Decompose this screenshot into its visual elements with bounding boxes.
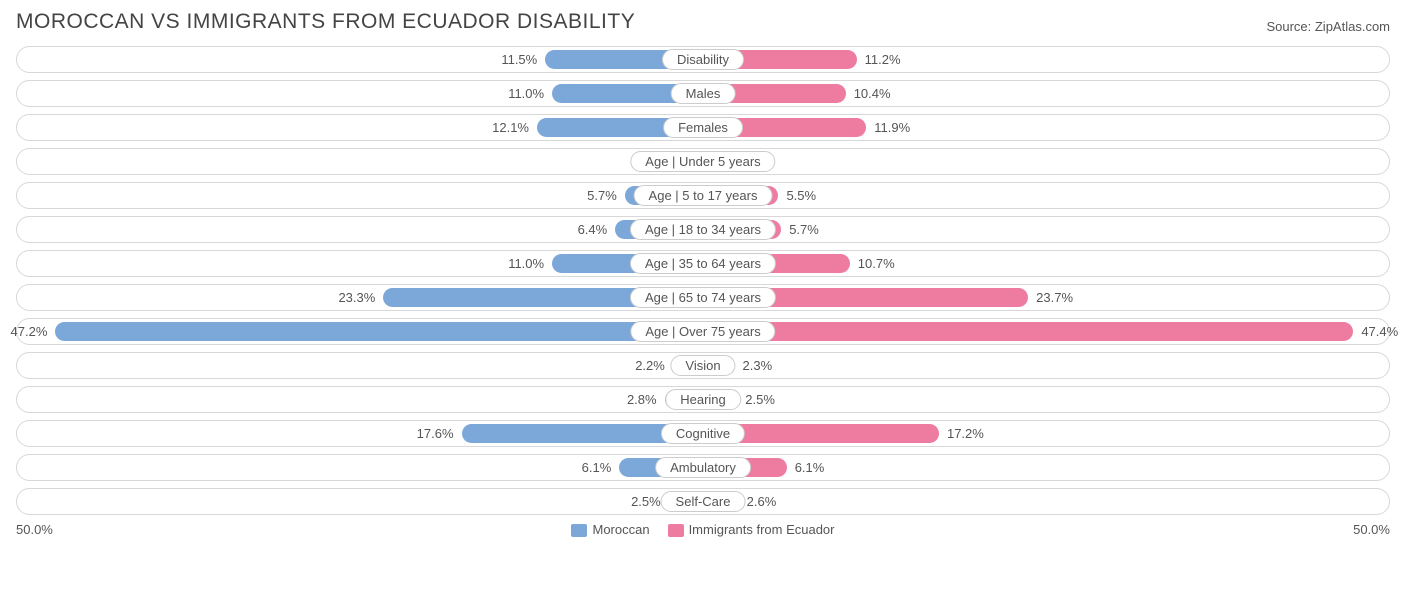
value-right: 11.2% (865, 47, 901, 72)
legend: Moroccan Immigrants from Ecuador (571, 522, 834, 537)
category-label: Age | 35 to 64 years (630, 253, 776, 274)
chart-row: 2.5% 2.6%Self-Care (16, 488, 1390, 515)
value-right: 5.5% (786, 183, 816, 208)
category-label: Age | 65 to 74 years (630, 287, 776, 308)
value-left: 11.5% (501, 47, 537, 72)
category-label: Hearing (665, 389, 741, 410)
value-left: 6.4% (578, 217, 608, 242)
bar-left (55, 322, 703, 341)
chart-row: 23.3% 23.7% Age | 65 to 74 years (16, 284, 1390, 311)
category-label: Females (663, 117, 743, 138)
category-label: Age | 18 to 34 years (630, 219, 776, 240)
category-label: Disability (662, 49, 744, 70)
value-right: 5.7% (789, 217, 819, 242)
value-right: 10.4% (854, 81, 891, 106)
legend-label-right: Immigrants from Ecuador (689, 522, 835, 537)
value-left: 2.8% (627, 387, 657, 412)
axis-left-max: 50.0% (16, 522, 53, 537)
chart-row: 2.8% 2.5%Hearing (16, 386, 1390, 413)
category-label: Self-Care (661, 491, 746, 512)
value-right: 17.2% (947, 421, 984, 446)
diverging-bar-chart: 11.5% 11.2% Disability 11.0% 10.4% Males 12.1%… (16, 46, 1390, 515)
chart-footer: 50.0% Moroccan Immigrants from Ecuador 5… (16, 522, 1390, 537)
chart-row: 47.2%47.4%Age | Over 75 years (16, 318, 1390, 345)
value-left: 11.0% (508, 251, 544, 276)
chart-row: 11.0% 10.7% Age | 35 to 64 years (16, 250, 1390, 277)
value-right: 23.7% (1036, 285, 1073, 310)
value-left: 5.7% (587, 183, 617, 208)
chart-row: 5.7% 5.5% Age | 5 to 17 years (16, 182, 1390, 209)
category-label: Males (671, 83, 736, 104)
chart-row: 2.2% 2.3% Vision (16, 352, 1390, 379)
category-label: Cognitive (661, 423, 745, 444)
chart-row: 1.2%1.1%Age | Under 5 years (16, 148, 1390, 175)
value-right: 6.1% (795, 455, 825, 480)
value-left: 11.0% (508, 81, 544, 106)
chart-row: 6.1% 6.1% Ambulatory (16, 454, 1390, 481)
legend-label-left: Moroccan (592, 522, 649, 537)
chart-header: MOROCCAN VS IMMIGRANTS FROM ECUADOR DISA… (16, 10, 1390, 34)
legend-swatch-right (668, 524, 684, 537)
value-left: 47.2% (11, 319, 48, 344)
value-left: 2.5% (631, 489, 661, 514)
legend-item-left: Moroccan (571, 522, 649, 537)
chart-row: 11.0% 10.4% Males (16, 80, 1390, 107)
value-right: 10.7% (858, 251, 895, 276)
category-label: Ambulatory (655, 457, 751, 478)
category-label: Age | 5 to 17 years (634, 185, 773, 206)
value-right: 2.6% (747, 489, 777, 514)
value-left: 23.3% (338, 285, 375, 310)
category-label: Vision (670, 355, 735, 376)
category-label: Age | Under 5 years (630, 151, 775, 172)
chart-row: 6.4% 5.7% Age | 18 to 34 years (16, 216, 1390, 243)
value-right: 2.3% (743, 353, 773, 378)
axis-right-max: 50.0% (1353, 522, 1390, 537)
chart-row: 12.1% 11.9% Females (16, 114, 1390, 141)
value-right: 47.4% (1361, 319, 1398, 344)
chart-source: Source: ZipAtlas.com (1266, 19, 1390, 34)
value-left: 17.6% (417, 421, 454, 446)
chart-row: 11.5% 11.2% Disability (16, 46, 1390, 73)
value-left: 2.2% (635, 353, 665, 378)
legend-item-right: Immigrants from Ecuador (668, 522, 835, 537)
bar-right (703, 322, 1353, 341)
value-left: 6.1% (582, 455, 612, 480)
value-right: 11.9% (874, 115, 910, 140)
category-label: Age | Over 75 years (630, 321, 775, 342)
chart-row: 17.6% 17.2% Cognitive (16, 420, 1390, 447)
value-left: 12.1% (492, 115, 529, 140)
chart-title: MOROCCAN VS IMMIGRANTS FROM ECUADOR DISA… (16, 10, 635, 34)
value-right: 2.5% (745, 387, 775, 412)
legend-swatch-left (571, 524, 587, 537)
